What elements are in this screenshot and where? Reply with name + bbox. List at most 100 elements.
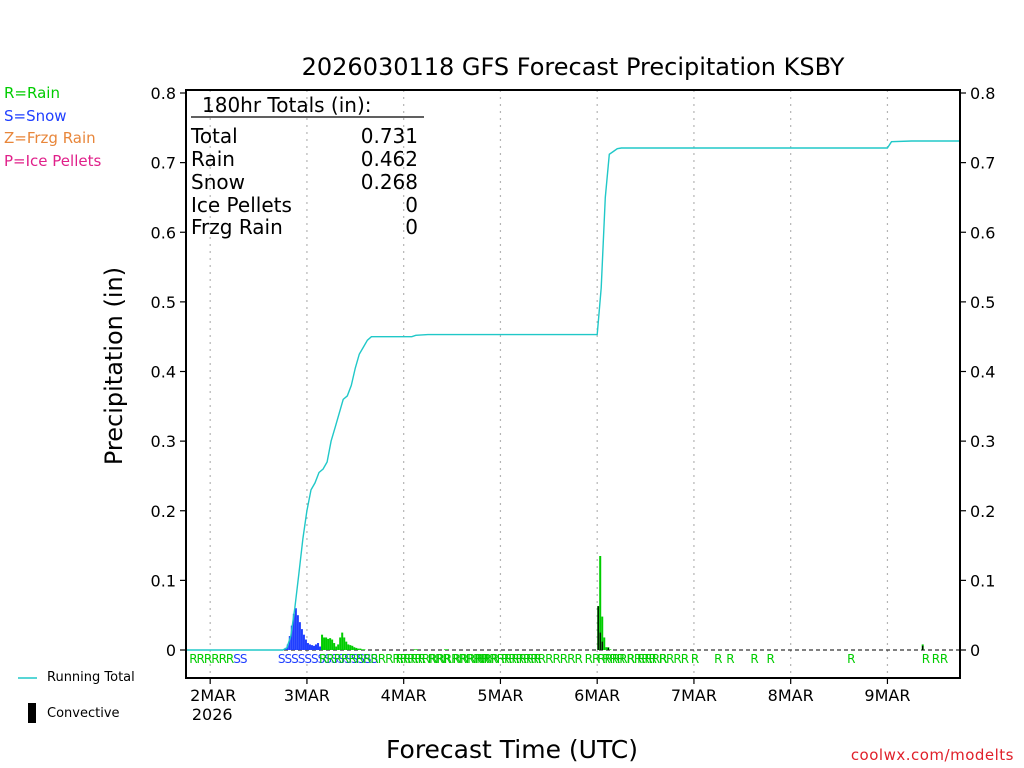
rain-bar bbox=[333, 643, 336, 650]
totals-label-ice-pellets: Ice Pellets bbox=[191, 193, 292, 217]
y-tick-label-left: 0.2 bbox=[151, 502, 176, 521]
snow-bar bbox=[312, 645, 315, 650]
snow-bar bbox=[310, 645, 313, 650]
x-tick-year: 2026 bbox=[192, 705, 233, 724]
totals-box: 180hr Totals (in): Total 0.731 Rain 0.46… bbox=[190, 93, 424, 239]
convective-bar bbox=[601, 641, 603, 650]
snow-bar bbox=[288, 636, 291, 650]
rain-bar bbox=[355, 647, 358, 650]
ptype-label: R bbox=[940, 652, 948, 666]
y-tick-label-left: 0 bbox=[166, 641, 176, 660]
rain-bar bbox=[446, 649, 449, 650]
x-axis-label: Forecast Time (UTC) bbox=[386, 735, 638, 764]
rain-bar bbox=[343, 637, 346, 650]
plot-frame bbox=[185, 89, 961, 679]
legend-ice-pellets: P=Ice Pellets bbox=[4, 151, 102, 170]
x-tick-label: 8MAR bbox=[768, 686, 814, 705]
convective-bar bbox=[599, 632, 601, 650]
y-tick-label-right: 0.5 bbox=[970, 293, 995, 312]
y-axis-label: Precipitation (in) bbox=[100, 267, 128, 465]
snow-bar bbox=[315, 644, 318, 650]
totals-value-frzg-rain: 0 bbox=[405, 215, 418, 239]
rain-bar bbox=[329, 638, 332, 650]
y-tick-label-right: 0.3 bbox=[970, 432, 995, 451]
convective-legend-label: Convective bbox=[47, 706, 120, 721]
y-tick-label-right: 0 bbox=[970, 641, 980, 660]
rain-bar bbox=[415, 649, 418, 650]
totals-value-ice-pellets: 0 bbox=[405, 193, 418, 217]
rain-bar bbox=[325, 637, 328, 650]
ptype-rain-segment: RRRRRR bbox=[189, 652, 234, 666]
rain-bar bbox=[339, 637, 342, 650]
totals-value-total: 0.731 bbox=[361, 124, 418, 148]
rain-bar bbox=[327, 638, 330, 650]
chart-title: 2026030118 GFS Forecast Precipitation KS… bbox=[302, 53, 845, 81]
convective-legend-swatch bbox=[28, 703, 36, 723]
legend-rain: R=Rain bbox=[4, 84, 60, 102]
rain-bar bbox=[345, 641, 348, 650]
y-tick-label-left: 0.7 bbox=[151, 154, 176, 173]
rain-bar bbox=[363, 649, 366, 650]
rain-bar bbox=[603, 637, 606, 650]
ptype-label: R bbox=[847, 652, 855, 666]
totals-header: 180hr Totals (in): bbox=[202, 93, 372, 117]
snow-bar bbox=[298, 622, 301, 650]
rain-bar bbox=[413, 649, 416, 650]
rain-bar bbox=[349, 645, 352, 650]
ptype-label: R bbox=[726, 652, 734, 666]
snow-bar bbox=[306, 643, 309, 650]
y-tick-label-right: 0.1 bbox=[970, 571, 995, 590]
y-tick-label-right: 0.7 bbox=[970, 154, 995, 173]
totals-label-frzg-rain: Frzg Rain bbox=[191, 215, 283, 239]
rain-bar bbox=[599, 556, 602, 650]
rain-bar bbox=[361, 649, 364, 650]
y-tick-label-right: 0.8 bbox=[970, 84, 995, 103]
rain-bar bbox=[601, 616, 604, 650]
legend-frzg-rain: Z=Frzg Rain bbox=[4, 129, 96, 147]
convective-bar bbox=[607, 647, 609, 650]
legend-snow: S=Snow bbox=[4, 106, 67, 125]
rain-bar bbox=[323, 637, 326, 650]
snow-bar bbox=[302, 634, 305, 650]
y-tick-label-left: 0.3 bbox=[151, 432, 176, 451]
snow-bar bbox=[296, 615, 299, 650]
rain-bar bbox=[335, 646, 338, 650]
y-tick-label-left: 0.8 bbox=[151, 84, 176, 103]
running-total-legend-label: Running Total bbox=[47, 670, 135, 685]
snow-bar bbox=[319, 646, 322, 650]
rain-bar bbox=[351, 645, 354, 650]
snow-bar bbox=[290, 625, 293, 650]
snow-bar bbox=[304, 639, 307, 650]
y-tick-label-left: 0.6 bbox=[151, 223, 176, 242]
x-tick-label: 6MAR bbox=[574, 686, 620, 705]
ptype-label: R bbox=[767, 652, 775, 666]
y-tick-label-left: 0.5 bbox=[151, 293, 176, 312]
y-tick-label-left: 0.1 bbox=[151, 571, 176, 590]
snow-bar bbox=[308, 644, 311, 650]
ptype-label: RRRRRRRRRRRRRRRRRRRRRRR bbox=[319, 652, 488, 666]
y-tick-label-left: 0.4 bbox=[151, 363, 176, 382]
ptype-label: RRR RRRRRRRRRRR RR RRR R RRRR bbox=[476, 652, 667, 666]
x-tick-label: 9MAR bbox=[864, 686, 910, 705]
running-total-line bbox=[186, 140, 960, 651]
ptype-label: SSSSSSSSSSSSSSS bbox=[278, 652, 378, 666]
y-tick-label-right: 0.2 bbox=[970, 502, 995, 521]
ptype-label: RRRRRRRR RRRR R bbox=[597, 652, 699, 666]
y-tick-label-right: 0.4 bbox=[970, 363, 995, 382]
ptype-label: RRRRRRSS bbox=[189, 652, 247, 666]
rain-bar bbox=[444, 649, 447, 650]
rain-bar bbox=[331, 639, 334, 650]
totals-value-snow: 0.268 bbox=[361, 170, 418, 194]
ptype-label: RRRR RRR RRRRRRRRRRRR bbox=[396, 652, 542, 666]
convective-bar bbox=[597, 606, 599, 650]
y-tick-label-right: 0.6 bbox=[970, 223, 995, 242]
totals-value-rain: 0.462 bbox=[361, 147, 418, 171]
snow-bar bbox=[286, 644, 289, 650]
rain-bar bbox=[337, 644, 340, 650]
credit-link[interactable]: coolwx.com/modelts bbox=[850, 746, 1014, 764]
totals-label-snow: Snow bbox=[191, 170, 245, 194]
x-tick-label: 3MAR bbox=[284, 686, 330, 705]
x-tick-label: 2MAR bbox=[190, 686, 236, 705]
ptype-snow-segment: SS bbox=[233, 652, 247, 666]
